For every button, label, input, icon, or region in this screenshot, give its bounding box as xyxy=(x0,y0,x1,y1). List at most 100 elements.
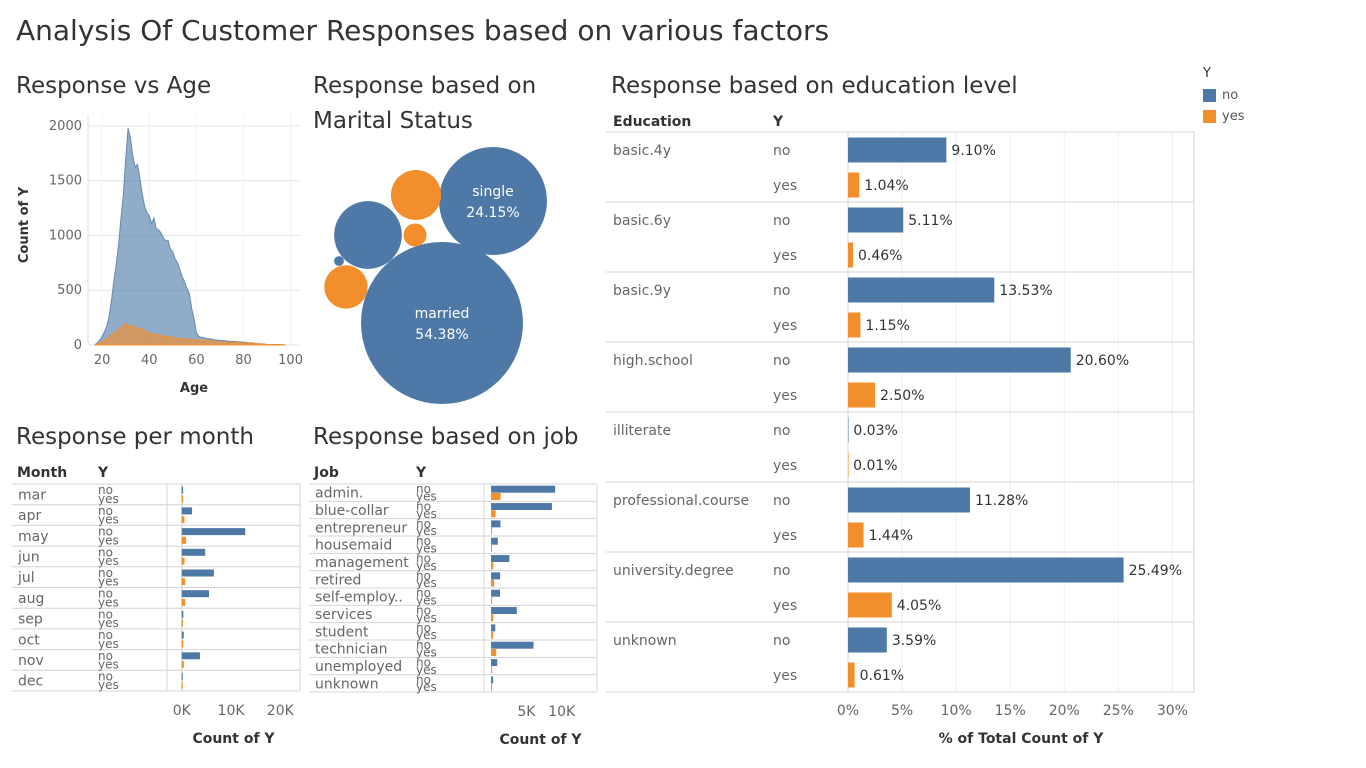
education-label-illiterate: illiterate xyxy=(613,423,671,439)
job-bar-unknown-no xyxy=(491,676,494,684)
education-value-basic-9y-yes: 1.15% xyxy=(865,318,909,334)
education-label-basic-4y: basic.4y xyxy=(613,143,671,159)
legend-label-no: no xyxy=(1222,88,1239,103)
month-bar-nov-yes xyxy=(181,661,184,669)
education-label-university-degree: university.degree xyxy=(613,563,734,579)
month-x-tick-label: 20K xyxy=(267,703,295,719)
education-bar-basic-4y-no xyxy=(848,137,947,163)
job-y-label-no: no xyxy=(416,656,431,670)
education-bar-basic-4y-yes xyxy=(848,172,860,198)
education-value-unknown-no: 3.59% xyxy=(892,633,936,649)
bubble-married-yes xyxy=(324,265,368,309)
month-y-label-no: no xyxy=(98,670,113,684)
education-value-basic-4y-no: 9.10% xyxy=(951,143,995,159)
job-label-unknown: unknown xyxy=(315,676,379,692)
month-y-label-no: no xyxy=(98,566,113,580)
month-chart-title: Response per month xyxy=(16,424,254,450)
age-y-tick-label: 500 xyxy=(57,283,82,298)
job-label-management: management xyxy=(315,555,409,571)
age-series-yes-area xyxy=(94,322,286,346)
job-y-label-yes: yes xyxy=(416,524,437,538)
education-bar-university-degree-no xyxy=(848,557,1124,583)
month-label-oct: oct xyxy=(18,632,40,648)
job-y-label-yes: yes xyxy=(416,559,437,573)
bubble-label-single: single xyxy=(472,184,513,200)
education-x-tick-label: 0% xyxy=(837,703,859,719)
education-x-tick-label: 30% xyxy=(1157,703,1188,719)
month-y-label-yes: yes xyxy=(98,637,119,651)
job-y-label-no: no xyxy=(416,586,431,600)
month-x-tick-label: 0K xyxy=(173,703,192,719)
month-bar-apr-no xyxy=(181,507,193,515)
job-y-label-yes: yes xyxy=(416,489,437,503)
month-bar-oct-no xyxy=(181,631,184,639)
education-bar-professional-course-yes xyxy=(848,522,864,548)
job-label-blue-collar: blue-collar xyxy=(315,503,389,519)
education-x-tick-label: 20% xyxy=(1049,703,1080,719)
job-bar-unknown-yes xyxy=(491,683,493,691)
job-y-label-no: no xyxy=(416,621,431,635)
month-bar-sep-no xyxy=(181,610,184,618)
job-bar-management-no xyxy=(491,555,510,563)
job-bar-services-no xyxy=(491,607,517,615)
age-area-chart[interactable]: 0 500 1000 1500 2000 20 40 60 80 100 Age Count of Y xyxy=(0,100,310,410)
education-y-label-no: no xyxy=(773,493,790,509)
age-x-tick-label: 100 xyxy=(278,353,303,368)
education-x-tick-label: 25% xyxy=(1103,703,1134,719)
legend-item-yes[interactable]: yes xyxy=(1203,106,1244,127)
month-y-label-no: no xyxy=(98,504,113,518)
month-y-label-no: no xyxy=(98,545,113,559)
bubble-divorced-yes xyxy=(403,223,427,247)
color-legend[interactable]: Y no yes xyxy=(1203,66,1244,127)
bubble-value-single: 24.15% xyxy=(466,205,519,221)
education-value-unknown-yes: 0.61% xyxy=(860,668,904,684)
month-y-label-no: no xyxy=(98,587,113,601)
month-y-label-no: no xyxy=(98,628,113,642)
job-bar-self-employ-yes xyxy=(491,596,493,604)
job-y-label-no: no xyxy=(416,517,431,531)
education-x-tick-label: 5% xyxy=(891,703,913,719)
job-x-tick-label: 5K xyxy=(517,704,536,720)
job-bar-student-no xyxy=(491,624,496,632)
job-y-label-yes: yes xyxy=(416,663,437,677)
marital-bubble-chart[interactable]: married 54.38% single 24.15% xyxy=(305,135,595,415)
job-y-label-yes: yes xyxy=(416,645,437,659)
month-bar-may-yes xyxy=(181,536,187,544)
job-y-label-yes: yes xyxy=(416,680,437,694)
legend-item-no[interactable]: no xyxy=(1203,85,1244,106)
education-bar-basic-9y-yes xyxy=(848,312,861,338)
education-col-header: Y xyxy=(772,114,784,130)
education-y-label-no: no xyxy=(773,213,790,229)
job-bar-entrepreneur-no xyxy=(491,520,501,528)
month-y-label-yes: yes xyxy=(98,533,119,547)
education-x-axis-title: % of Total Count of Y xyxy=(939,731,1105,747)
education-value-basic-9y-no: 13.53% xyxy=(999,283,1052,299)
education-value-professional-course-no: 11.28% xyxy=(975,493,1028,509)
job-y-label-yes: yes xyxy=(416,611,437,625)
age-y-tick-label: 1500 xyxy=(49,174,82,189)
education-y-label-no: no xyxy=(773,143,790,159)
job-y-label-no: no xyxy=(416,638,431,652)
age-x-tick-label: 80 xyxy=(235,353,252,368)
job-chart-title: Response based on job xyxy=(313,424,579,450)
education-y-label-no: no xyxy=(773,423,790,439)
legend-swatch-yes xyxy=(1203,110,1216,123)
job-y-label-yes: yes xyxy=(416,507,437,521)
job-row-header: Job xyxy=(313,465,339,481)
education-value-basic-4y-yes: 1.04% xyxy=(864,178,908,194)
month-bar-jun-no xyxy=(181,548,206,556)
job-label-services: services xyxy=(315,607,372,623)
marital-chart-title: Response based on Marital Status xyxy=(313,73,537,134)
education-value-basic-6y-no: 5.11% xyxy=(908,213,952,229)
job-bar-admin-no xyxy=(491,485,556,493)
month-bar-jun-yes xyxy=(181,557,185,565)
month-label-nov: nov xyxy=(18,653,44,669)
education-y-label-no: no xyxy=(773,283,790,299)
education-bar-chart[interactable]: Education Y 0% 5% 10% 15% 20% 25% 30% basic.4y no 9… xyxy=(600,105,1200,765)
job-y-label-yes: yes xyxy=(416,576,437,590)
education-value-university-degree-no: 25.49% xyxy=(1129,563,1182,579)
month-label-may: may xyxy=(18,529,49,545)
month-x-axis-title: Count of Y xyxy=(192,731,275,747)
